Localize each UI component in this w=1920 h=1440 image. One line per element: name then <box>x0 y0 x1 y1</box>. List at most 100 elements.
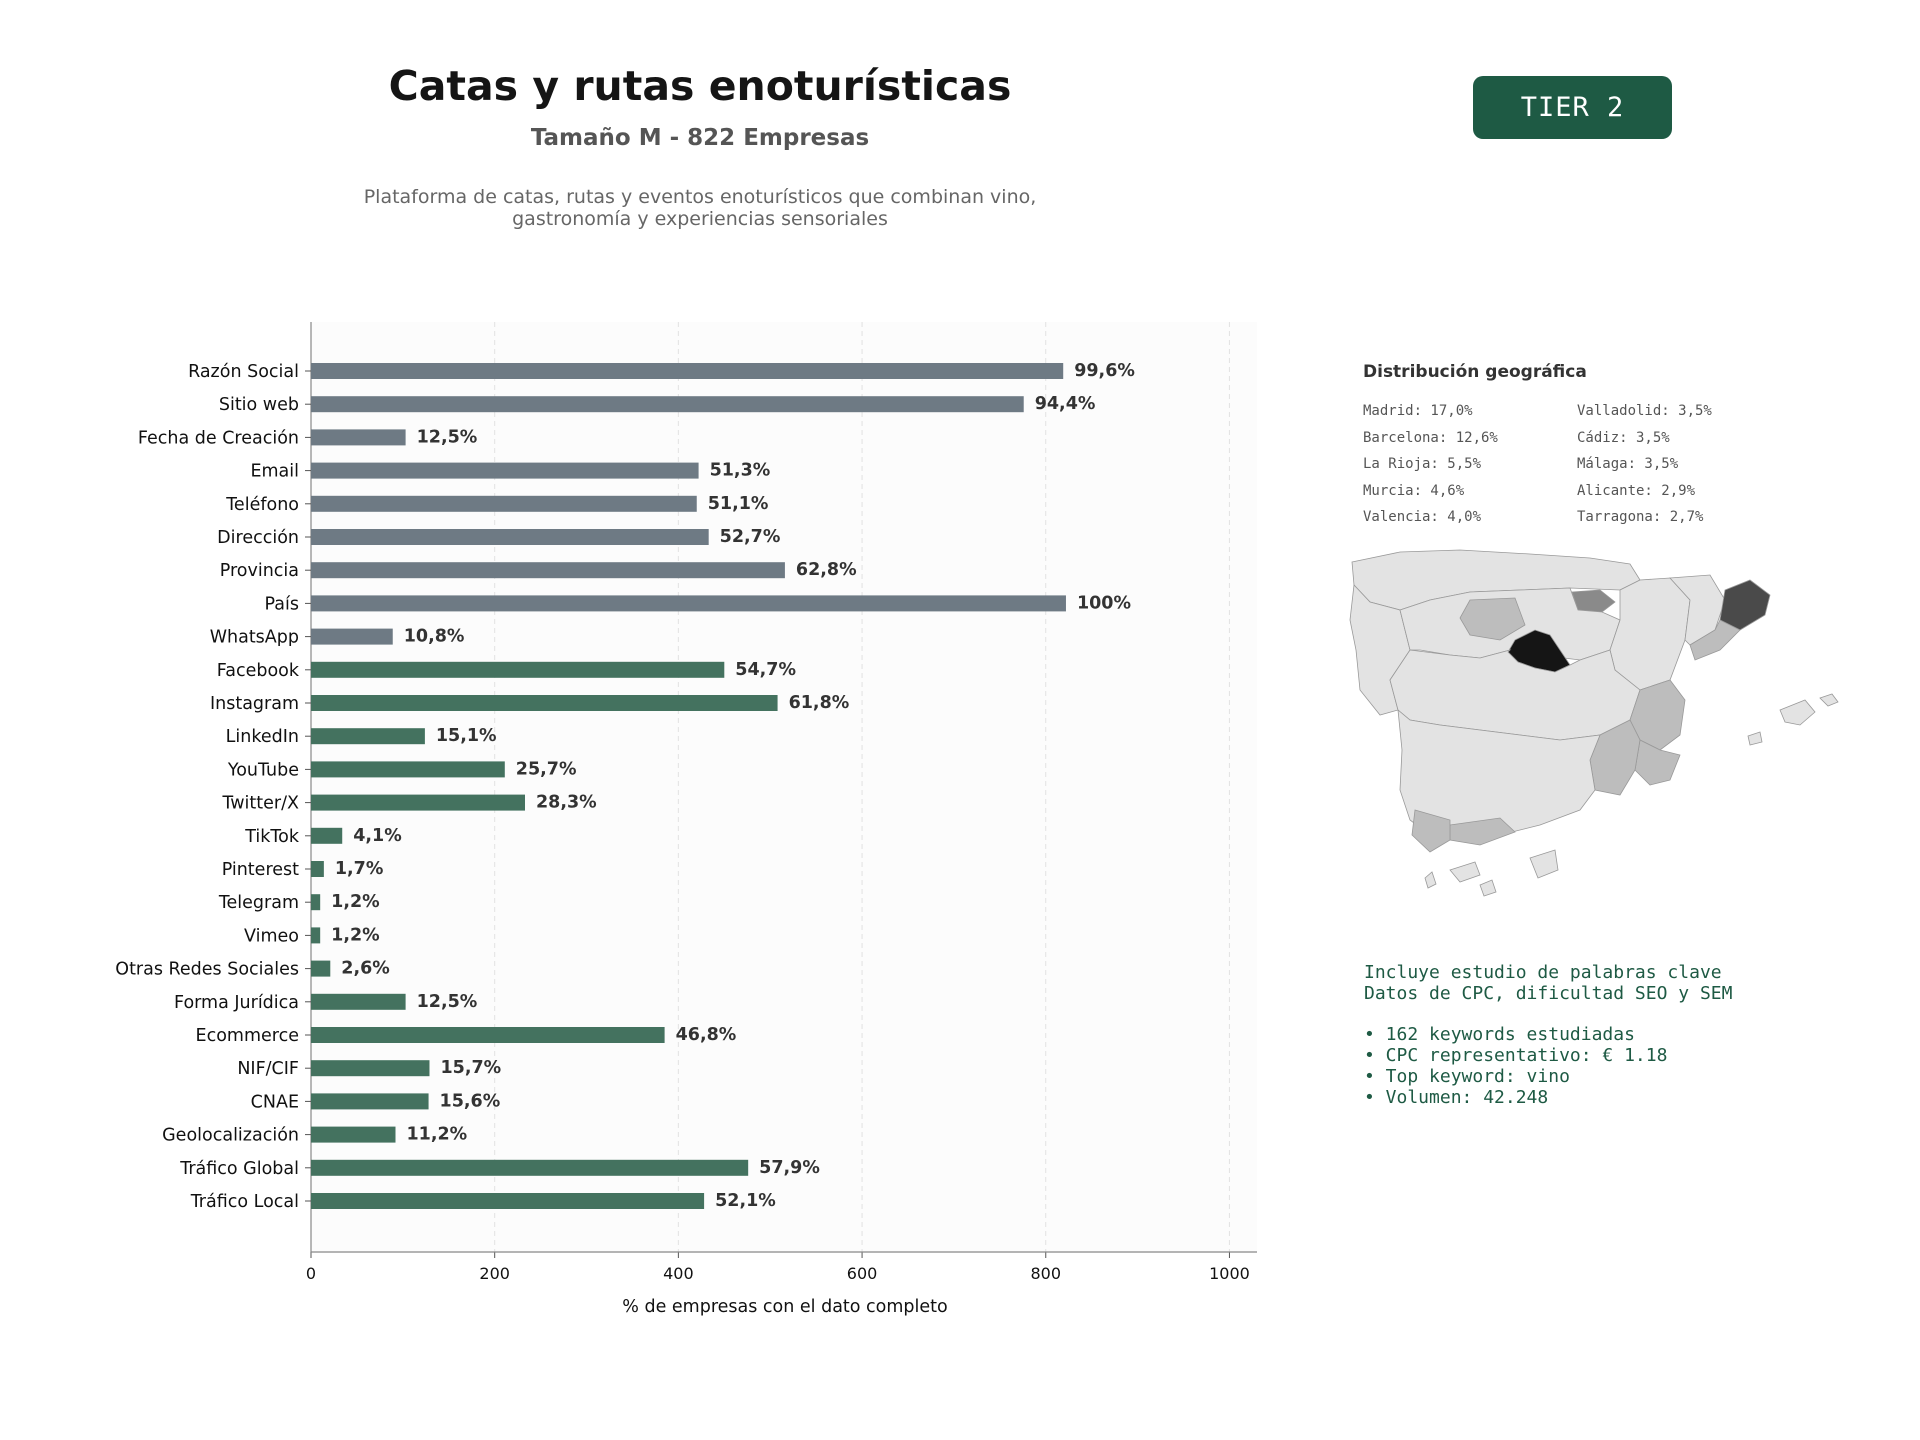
category-label: Email <box>250 462 299 482</box>
x-tick-label: 0 <box>306 1264 316 1283</box>
geo-distribution-title: Distribución geográfica <box>1363 362 1587 382</box>
bar <box>311 495 697 512</box>
data-label: 52,1% <box>715 1191 776 1211</box>
category-label: LinkedIn <box>226 727 299 747</box>
keyword-bullet: • Top keyword: vino <box>1364 1066 1570 1087</box>
x-tick-label: 400 <box>663 1264 694 1283</box>
category-label: Forma Jurídica <box>174 993 299 1013</box>
data-label: 94,4% <box>1035 394 1096 414</box>
page-title: Catas y rutas enoturísticas <box>388 62 1012 110</box>
data-label: 1,7% <box>335 859 384 879</box>
data-label: 4,1% <box>353 826 402 846</box>
category-label: Telegram <box>218 893 299 913</box>
bar <box>311 1060 430 1077</box>
tier-badge: TIER 2 <box>1473 76 1672 139</box>
bar <box>311 562 785 579</box>
bar <box>311 927 321 944</box>
map-region-canarias-2 <box>1479 879 1497 897</box>
data-label: 15,1% <box>436 726 497 746</box>
category-label: Otras Redes Sociales <box>115 960 299 980</box>
bar <box>311 960 331 977</box>
geo-item: Cádiz: 3,5% <box>1577 429 1670 446</box>
category-label: Pinterest <box>222 860 299 880</box>
page-subtitle: Tamaño M - 822 Empresas <box>530 125 870 151</box>
keyword-info: Incluye estudio de palabras clave Datos … <box>1364 962 1864 1108</box>
data-label: 12,5% <box>417 992 478 1012</box>
category-label: País <box>265 594 299 614</box>
data-label: 62,8% <box>796 560 857 580</box>
bar <box>311 695 778 711</box>
category-label: Tráfico Local <box>190 1192 299 1212</box>
map-region-canarias-4 <box>1424 871 1437 889</box>
map-region-canarias-3 <box>1529 849 1559 879</box>
category-label: Tráfico Global <box>179 1159 299 1179</box>
map-region-andalucia <box>1397 709 1601 841</box>
geo-item: Valencia: 4,0% <box>1363 509 1482 525</box>
data-label: 52,7% <box>720 527 781 547</box>
data-label: 2,6% <box>341 959 390 979</box>
bar <box>311 595 1066 612</box>
geo-item: Tarragona: 2,7% <box>1577 509 1704 525</box>
bar <box>311 429 406 446</box>
map-region-canarias-1 <box>1449 861 1481 883</box>
bar <box>311 628 393 645</box>
x-tick-label: 200 <box>479 1264 510 1283</box>
category-label: Fecha de Creación <box>138 428 299 448</box>
data-label: 100% <box>1077 593 1131 613</box>
category-label: Facebook <box>217 661 300 681</box>
data-label: 54,7% <box>735 660 796 680</box>
bar <box>311 761 505 778</box>
category-label: CNAE <box>251 1092 299 1112</box>
bar <box>311 894 321 911</box>
category-label: Sitio web <box>219 395 299 415</box>
geo-item: Murcia: 4,6% <box>1363 482 1465 499</box>
description-line-2: gastronomía y experiencias sensoriales <box>512 208 888 230</box>
data-label: 51,3% <box>710 461 771 481</box>
data-label: 46,8% <box>676 1025 737 1045</box>
data-label: 51,1% <box>708 494 769 514</box>
keyword-spacer <box>1364 1004 1864 1024</box>
bar <box>311 1159 749 1176</box>
geo-item: Barcelona: 12,6% <box>1363 429 1498 446</box>
data-label: 1,2% <box>331 892 380 912</box>
category-label: Twitter/X <box>221 794 299 814</box>
geo-item: Málaga: 3,5% <box>1577 456 1679 472</box>
data-label: 28,3% <box>536 793 597 813</box>
keyword-bullet: • CPC representativo: € 1.18 <box>1364 1045 1668 1066</box>
bar <box>311 1093 429 1110</box>
bar <box>311 396 1024 413</box>
keyword-line-1: Incluye estudio de palabras clave <box>1364 962 1722 983</box>
data-label: 25,7% <box>516 759 577 779</box>
geo-item: Madrid: 17,0% <box>1363 403 1473 419</box>
page-description: Plataforma de catas, rutas y eventos eno… <box>300 186 1100 230</box>
bar <box>311 1193 705 1209</box>
bar <box>311 861 324 877</box>
spain-map <box>1349 549 1839 897</box>
spain-provinces <box>1349 549 1839 897</box>
bar <box>311 1126 396 1143</box>
x-tick-label: 800 <box>1030 1264 1061 1283</box>
data-label: 1,2% <box>331 925 380 945</box>
geo-distribution-list: Madrid: 17,0% Valladolid: 3,5% Barcelona… <box>1363 398 1783 531</box>
data-label: 11,2% <box>406 1125 467 1145</box>
data-label: 61,8% <box>789 693 850 713</box>
keyword-bullet: • 162 keywords estudiadas <box>1364 1024 1635 1045</box>
x-tick-label: 600 <box>847 1264 878 1283</box>
category-label: WhatsApp <box>210 628 299 648</box>
bar-chart: 0 200 400 600 800 1000 Razón Social 99,6% Sitio … <box>115 322 1257 1317</box>
data-label: 57,9% <box>759 1158 820 1178</box>
bar <box>311 661 725 678</box>
map-region-aragon <box>1609 577 1691 691</box>
category-label: Razón Social <box>188 362 299 382</box>
geo-item: La Rioja: 5,5% <box>1363 456 1482 472</box>
map-region-baleares-3 <box>1747 731 1763 746</box>
bar <box>311 827 343 844</box>
x-axis-label: % de empresas con el dato completo <box>622 1297 947 1317</box>
category-label: Provincia <box>220 561 299 581</box>
geo-item: Valladolid: 3,5% <box>1577 403 1712 419</box>
geo-item: Alicante: 2,9% <box>1577 482 1696 499</box>
bar <box>311 794 525 811</box>
keyword-line-2: Datos de CPC, dificultad SEO y SEM <box>1364 983 1733 1004</box>
map-region-baleares-1 <box>1779 699 1816 726</box>
keyword-bullet: • Volumen: 42.248 <box>1364 1087 1549 1108</box>
